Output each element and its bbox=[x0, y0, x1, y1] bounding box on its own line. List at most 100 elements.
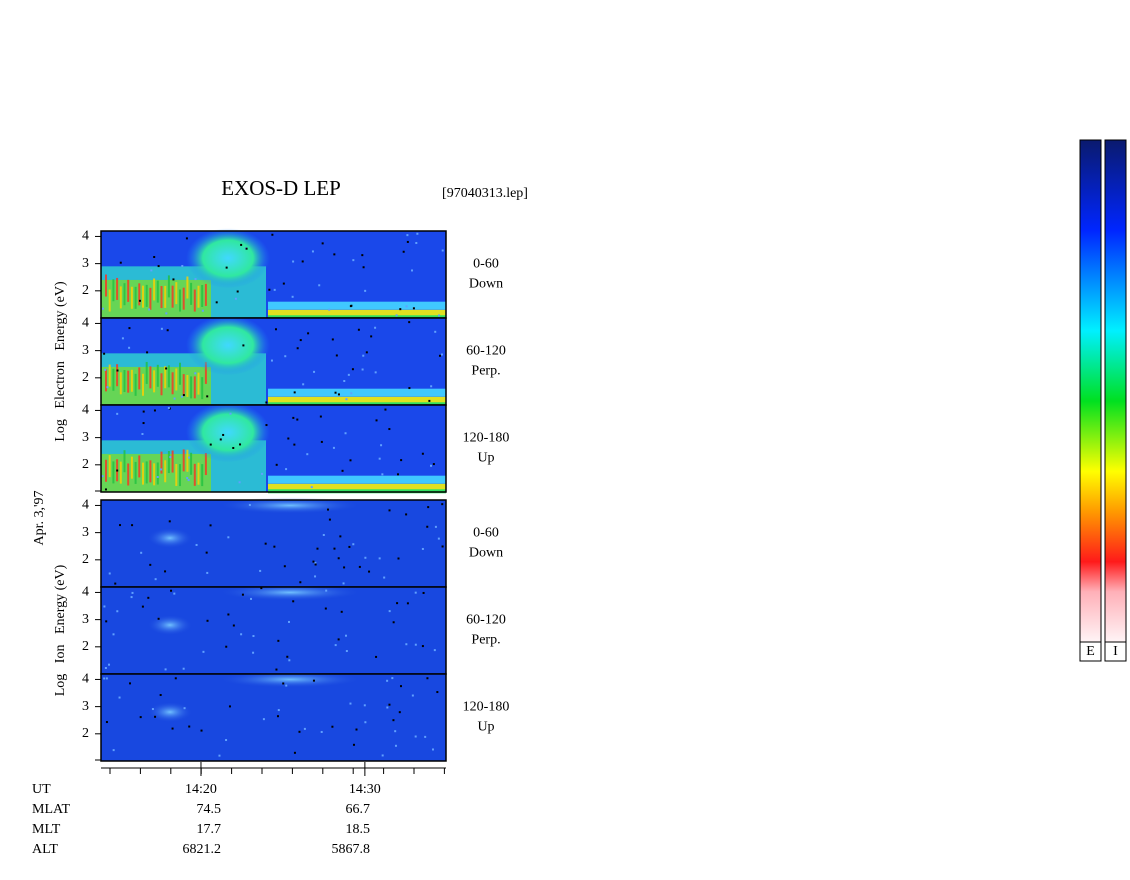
band bbox=[268, 301, 446, 310]
stripe bbox=[127, 463, 130, 486]
noise bbox=[150, 269, 153, 272]
noise bbox=[441, 545, 444, 548]
noise bbox=[399, 685, 402, 688]
noise bbox=[206, 395, 209, 398]
noise bbox=[201, 309, 204, 312]
noise bbox=[395, 314, 398, 317]
noise bbox=[302, 383, 305, 386]
stripe bbox=[160, 373, 163, 396]
colorbar bbox=[1079, 139, 1102, 643]
noise bbox=[238, 481, 241, 484]
noise bbox=[388, 703, 391, 706]
noise bbox=[156, 476, 159, 479]
noise bbox=[101, 475, 104, 478]
x-tick-label: 14:20 bbox=[185, 782, 217, 797]
noise bbox=[408, 387, 411, 390]
noise bbox=[131, 591, 134, 594]
y-tick-label: 3 bbox=[82, 699, 89, 714]
noise bbox=[209, 443, 212, 446]
noise bbox=[364, 556, 367, 559]
chart-title: EXOS-D LEP bbox=[221, 176, 341, 200]
noise bbox=[380, 444, 383, 447]
orbit-label: MLT bbox=[32, 822, 61, 837]
y-tick-label: 2 bbox=[82, 283, 89, 298]
noise bbox=[386, 706, 389, 709]
y-tick-label: 2 bbox=[82, 726, 89, 741]
band bbox=[268, 475, 446, 484]
noise bbox=[227, 536, 230, 539]
stripe bbox=[123, 450, 126, 473]
noise bbox=[170, 589, 173, 592]
noise bbox=[324, 607, 327, 610]
y-tick-label: 4 bbox=[82, 585, 89, 600]
noise bbox=[381, 473, 384, 476]
noise bbox=[440, 353, 443, 356]
noise bbox=[392, 719, 395, 722]
noise bbox=[154, 578, 157, 581]
noise bbox=[318, 284, 321, 287]
noise bbox=[331, 338, 334, 341]
noise bbox=[414, 735, 417, 738]
noise bbox=[287, 620, 290, 623]
noise bbox=[335, 354, 338, 357]
stripe bbox=[164, 460, 167, 483]
y-tick-label: 4 bbox=[82, 229, 89, 244]
colorbar-label: I bbox=[1113, 644, 1118, 659]
noise bbox=[349, 702, 352, 705]
noise bbox=[164, 570, 167, 573]
noise bbox=[169, 456, 172, 459]
orbit-value: 74.5 bbox=[197, 802, 222, 817]
noise bbox=[148, 308, 151, 311]
noise bbox=[287, 437, 290, 440]
noise bbox=[194, 372, 197, 375]
noise bbox=[105, 620, 108, 623]
panel-label: 0-60 bbox=[473, 526, 499, 541]
stripe bbox=[167, 365, 170, 388]
colorbar bbox=[1104, 139, 1127, 643]
noise bbox=[333, 253, 336, 256]
noise bbox=[394, 730, 397, 733]
y-tick-label: 3 bbox=[82, 525, 89, 540]
stripe bbox=[149, 460, 152, 483]
stripe bbox=[171, 372, 174, 395]
noise bbox=[130, 596, 133, 599]
noise bbox=[252, 651, 255, 654]
noise bbox=[332, 446, 335, 449]
noise bbox=[261, 472, 264, 475]
noise bbox=[268, 288, 271, 291]
orbit-value: 5867.8 bbox=[332, 842, 371, 857]
noise bbox=[406, 234, 409, 237]
panel-label: Down bbox=[469, 277, 503, 292]
noise bbox=[171, 727, 174, 730]
noise bbox=[239, 443, 242, 446]
noise bbox=[319, 415, 322, 418]
noise bbox=[159, 694, 162, 697]
noise bbox=[316, 547, 319, 550]
noise bbox=[426, 525, 429, 528]
noise bbox=[426, 677, 429, 680]
noise bbox=[296, 347, 299, 350]
panel-label: Down bbox=[469, 546, 503, 561]
noise bbox=[313, 370, 316, 373]
noise bbox=[129, 682, 132, 685]
noise bbox=[275, 463, 278, 466]
noise bbox=[424, 735, 427, 738]
noise bbox=[142, 410, 145, 413]
noise bbox=[340, 610, 343, 613]
noise bbox=[274, 328, 277, 331]
noise bbox=[236, 290, 239, 293]
noise bbox=[250, 597, 253, 600]
noise bbox=[166, 329, 169, 332]
noise bbox=[185, 237, 188, 240]
noise bbox=[388, 610, 391, 613]
noise bbox=[206, 619, 209, 622]
noise bbox=[271, 233, 274, 236]
noise bbox=[307, 332, 310, 335]
stripe bbox=[201, 285, 204, 308]
noise bbox=[232, 624, 235, 627]
noise bbox=[103, 677, 106, 680]
stripe bbox=[190, 282, 193, 305]
stripe bbox=[105, 274, 107, 297]
stripe bbox=[175, 463, 178, 486]
